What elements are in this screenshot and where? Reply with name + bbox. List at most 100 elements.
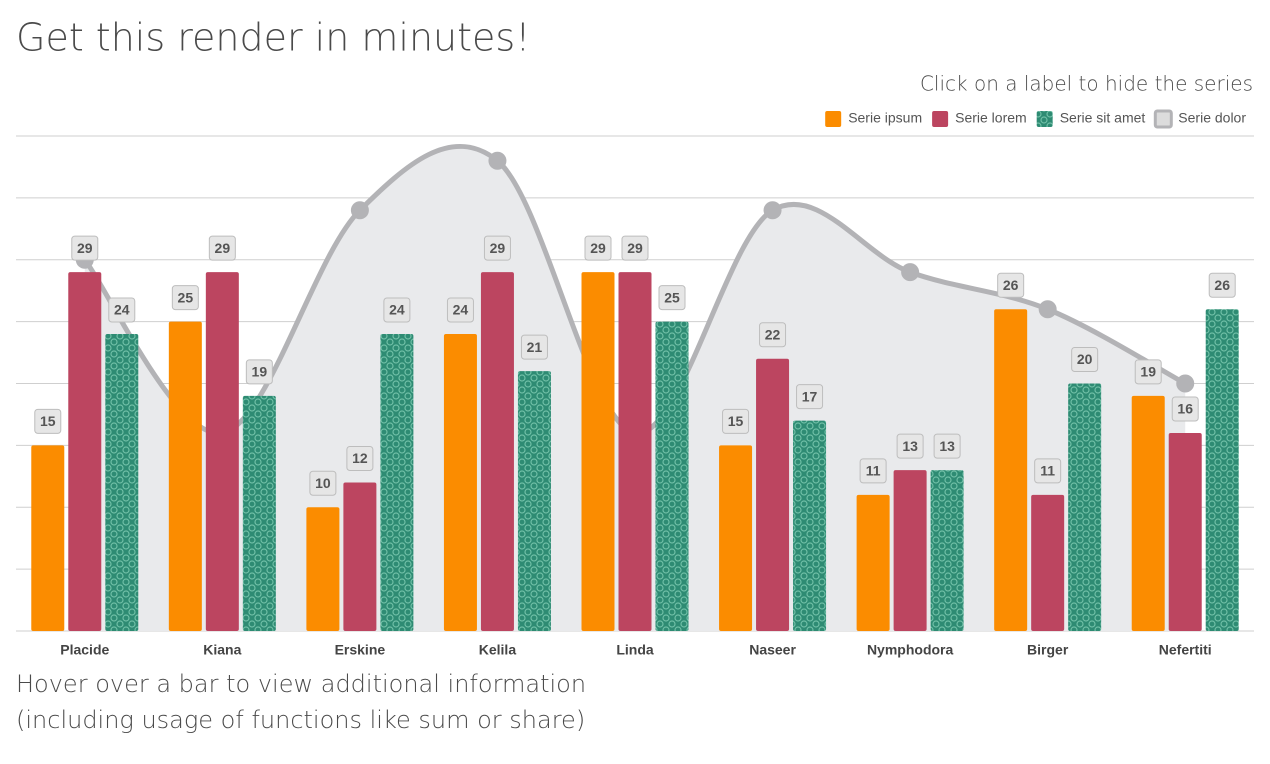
bar[interactable] — [1068, 383, 1102, 632]
value-label-box — [933, 433, 961, 459]
value-label: 13 — [939, 438, 955, 454]
value-label: 12 — [352, 450, 368, 466]
x-tick-label: Kiana — [203, 642, 241, 658]
value-label-box — [71, 235, 99, 261]
bar[interactable] — [1168, 433, 1202, 631]
bar[interactable] — [517, 371, 551, 631]
x-tick-label: Kelila — [479, 642, 517, 658]
value-label-box — [1171, 396, 1199, 422]
label-layer: Placide Kiana Erskine Kelila Linda Naseer Nymp… — [34, 235, 1236, 658]
legend-label[interactable]: Serie dolor — [1178, 110, 1246, 126]
bar[interactable] — [31, 445, 65, 631]
series-labels: 15 25 10 24 29 15 11 26 19 — [34, 235, 1162, 496]
bar[interactable] — [1131, 395, 1165, 631]
bar[interactable] — [930, 470, 964, 631]
legend-item[interactable]: Serie lorem — [932, 110, 1027, 127]
bar[interactable] — [581, 272, 615, 631]
legend-swatch[interactable] — [932, 111, 949, 127]
point — [350, 201, 369, 220]
bar[interactable] — [105, 334, 139, 631]
legend-item[interactable]: Serie ipsum — [825, 110, 922, 127]
bar[interactable] — [719, 445, 753, 631]
value-label: 20 — [1077, 351, 1093, 367]
bar[interactable] — [343, 482, 377, 632]
legend-item[interactable]: Serie sit amet — [1036, 110, 1146, 127]
bar[interactable] — [443, 334, 477, 631]
value-label-box — [621, 235, 649, 261]
value-label: 11 — [1040, 463, 1055, 479]
value-label: 11 — [866, 463, 881, 479]
x-tick-label: Placide — [60, 642, 109, 658]
value-label: 15 — [728, 413, 744, 429]
bar[interactable] — [380, 334, 414, 631]
value-label-box — [1208, 272, 1236, 298]
value-label: 16 — [1177, 401, 1193, 417]
series-labels: 24 19 24 21 25 17 13 20 26 — [108, 272, 1236, 459]
value-label: 29 — [590, 240, 606, 256]
legend-swatch[interactable] — [1153, 109, 1173, 129]
point — [901, 263, 920, 282]
bar[interactable] — [242, 395, 276, 631]
legend-label[interactable]: Serie sit amet — [1060, 110, 1146, 126]
bar[interactable] — [893, 470, 927, 631]
legend-label[interactable]: Serie ipsum — [848, 110, 922, 126]
value-label: 15 — [40, 413, 56, 429]
value-label-box — [796, 384, 824, 410]
value-label: 19 — [252, 364, 268, 380]
value-label: 24 — [453, 302, 469, 318]
legend-swatch[interactable] — [825, 111, 842, 127]
note: (including usage of functions like sum o… — [16, 706, 585, 734]
value-label: 24 — [389, 302, 405, 318]
value-label: 22 — [765, 326, 781, 342]
point — [1038, 300, 1057, 319]
value-label-box — [446, 297, 474, 323]
value-label-box — [383, 297, 411, 323]
bar[interactable] — [205, 272, 239, 631]
bar[interactable] — [618, 272, 652, 631]
bar[interactable] — [1205, 309, 1239, 631]
value-label: 25 — [178, 289, 194, 305]
value-label: 26 — [1003, 277, 1019, 293]
point — [488, 151, 507, 170]
value-label: 10 — [315, 475, 331, 491]
value-label-box — [34, 408, 62, 434]
value-label-box — [997, 272, 1025, 298]
value-label-box — [483, 235, 511, 261]
value-label: 29 — [215, 240, 231, 256]
value-label-box — [1134, 359, 1162, 385]
bar[interactable] — [793, 420, 827, 631]
chart-subtitle: Click on a label to hide the series — [920, 72, 1253, 96]
bar[interactable] — [655, 321, 689, 631]
legend-label[interactable]: Serie lorem — [955, 110, 1027, 126]
series-bars — [68, 272, 1202, 632]
value-label: 24 — [114, 302, 130, 318]
value-label: 13 — [902, 438, 918, 454]
value-label-box — [171, 285, 199, 311]
bar[interactable] — [306, 507, 340, 631]
value-label: 25 — [664, 289, 680, 305]
value-label-box — [722, 408, 750, 434]
value-label: 26 — [1214, 277, 1230, 293]
bar[interactable] — [1031, 494, 1065, 631]
legend-item[interactable]: Serie dolor — [1153, 109, 1246, 129]
value-label-box — [658, 285, 686, 311]
chart-title: Get this render in minutes! — [16, 16, 530, 60]
x-tick-label: Nymphodora — [867, 642, 954, 658]
x-tick-label: Linda — [616, 642, 654, 658]
value-label: 29 — [627, 240, 643, 256]
value-label-box — [896, 433, 924, 459]
value-label-box — [1034, 458, 1062, 484]
bar[interactable] — [856, 494, 890, 631]
x-tick-label: Naseer — [749, 642, 796, 658]
bar[interactable] — [994, 309, 1028, 631]
value-label: 19 — [1140, 364, 1156, 380]
bar[interactable] — [68, 272, 102, 631]
value-label-box — [584, 235, 612, 261]
bar[interactable] — [168, 321, 202, 631]
value-label-box — [1071, 347, 1099, 372]
legend: Serie dolor Serie sit amet Serie lorem Seri… — [825, 109, 1246, 129]
bar[interactable] — [480, 272, 514, 631]
x-tick-label: Birger — [1027, 642, 1069, 658]
legend-swatch[interactable] — [1036, 111, 1053, 127]
bar[interactable] — [756, 358, 790, 631]
